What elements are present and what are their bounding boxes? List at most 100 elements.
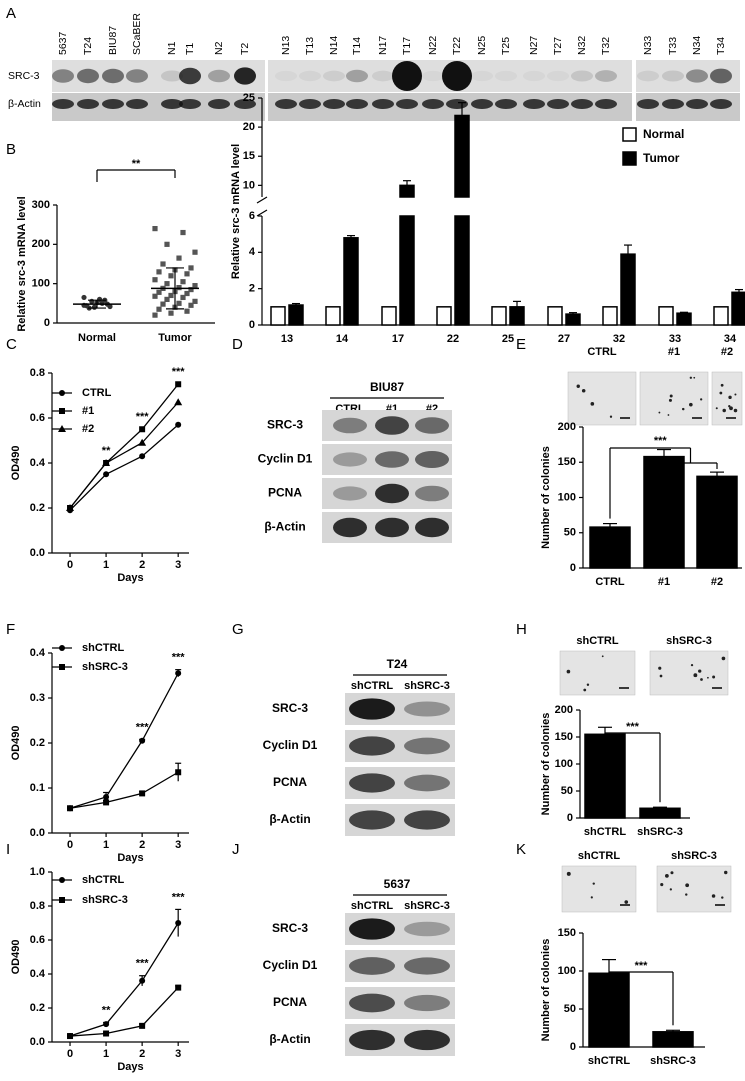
bar [713, 306, 729, 326]
y-tick-label: 2 [249, 283, 255, 295]
lane-label: N32 [576, 36, 588, 55]
significance: ** [132, 158, 141, 170]
data-point [152, 226, 158, 232]
panel-letter: J [232, 841, 240, 858]
colony-dot [624, 900, 629, 904]
lane-label: N2 [213, 41, 225, 55]
marker [139, 790, 146, 797]
colony-dot [719, 391, 723, 395]
bar [658, 306, 674, 326]
data-point [180, 279, 186, 285]
lane-label: N27 [528, 36, 540, 55]
bar [584, 733, 626, 819]
marker [139, 737, 146, 744]
colony-dot [581, 388, 586, 393]
blot-band [333, 417, 367, 434]
colony-dot [669, 394, 673, 398]
y-tick-label: 0 [570, 1041, 576, 1053]
panel-letter: G [232, 621, 244, 638]
blot-band [523, 70, 545, 82]
lane-label: N25 [476, 36, 488, 55]
blot-band [571, 70, 593, 82]
bar [399, 215, 415, 326]
bar [676, 312, 692, 326]
blot-band [52, 99, 74, 109]
row-label: PCNA [273, 775, 307, 789]
lane-label: N13 [280, 36, 292, 55]
colony-dot [660, 883, 664, 887]
marker [67, 1033, 74, 1040]
data-point [188, 302, 194, 308]
marker [102, 459, 111, 466]
legend-marker [59, 645, 65, 651]
lane-label: T34 [715, 37, 727, 55]
blot-band [333, 486, 367, 501]
y-tick-label: 100 [555, 758, 573, 770]
row-label: β-Actin [8, 98, 41, 110]
significance: ** [102, 445, 111, 457]
y-tick-label: 0.1 [30, 782, 45, 794]
row-label: β-Actin [264, 520, 305, 534]
colony-dot [566, 871, 571, 876]
data-line [69, 401, 179, 509]
y-axis-label: Relative src-3 mRNA level [16, 196, 28, 331]
blot-band [523, 99, 545, 109]
data-point [152, 277, 158, 283]
marker [139, 453, 146, 460]
x-tick-label: 25 [502, 333, 514, 345]
data-point [192, 249, 198, 255]
bar [696, 475, 738, 569]
y-axis-label: Number of colonies [540, 939, 552, 1042]
blot-band [396, 99, 418, 109]
lane-label: shCTRL [351, 900, 393, 912]
legend-marker [59, 408, 65, 414]
blot-band [404, 994, 450, 1012]
bar [454, 114, 470, 198]
data-point [176, 255, 182, 261]
legend-marker [59, 390, 65, 396]
blot-band [415, 417, 449, 434]
blot-band [161, 99, 183, 109]
bar [454, 215, 470, 326]
bar [588, 972, 630, 1048]
y-tick-label: 0.3 [30, 692, 45, 704]
lane-label: N14 [328, 36, 340, 55]
blot-band [404, 810, 450, 830]
lane-label: 5637 [57, 31, 69, 55]
y-axis-label: OD490 [10, 726, 22, 761]
colony-dot [668, 398, 672, 402]
row-label: Cyclin D1 [258, 452, 313, 466]
blot-band [349, 957, 395, 975]
blot-band [392, 61, 422, 91]
blot-band [52, 69, 74, 83]
lane-label: T32 [600, 37, 612, 55]
row-label: Cyclin D1 [263, 738, 318, 752]
data-point [184, 271, 190, 277]
x-tick-label: #2 [711, 576, 723, 588]
blot-band [77, 68, 99, 84]
data-point [168, 310, 174, 316]
lane-label: N34 [691, 36, 703, 55]
colony-dot [685, 893, 688, 896]
y-axis-label: Number of colonies [540, 446, 552, 549]
blot-band [179, 99, 201, 109]
y-tick-label: 150 [558, 927, 576, 939]
data-point [184, 308, 190, 314]
colony-dot [658, 411, 661, 414]
data-point [168, 292, 174, 299]
blot-band [662, 99, 684, 109]
y-tick-label: 6 [249, 210, 255, 222]
significance: ** [102, 1004, 111, 1016]
lane-label: T22 [451, 37, 463, 55]
marker [103, 1030, 110, 1037]
colony-dot [609, 415, 613, 418]
x-tick-label: 2 [139, 839, 145, 851]
row-label: SRC-3 [272, 701, 308, 715]
panel-letter: E [516, 336, 526, 353]
colony-dot [729, 406, 733, 411]
blot-band [275, 70, 297, 82]
colony-dot [728, 405, 731, 408]
data-point [160, 261, 166, 267]
marker [103, 1021, 110, 1028]
blot-band [372, 70, 394, 82]
